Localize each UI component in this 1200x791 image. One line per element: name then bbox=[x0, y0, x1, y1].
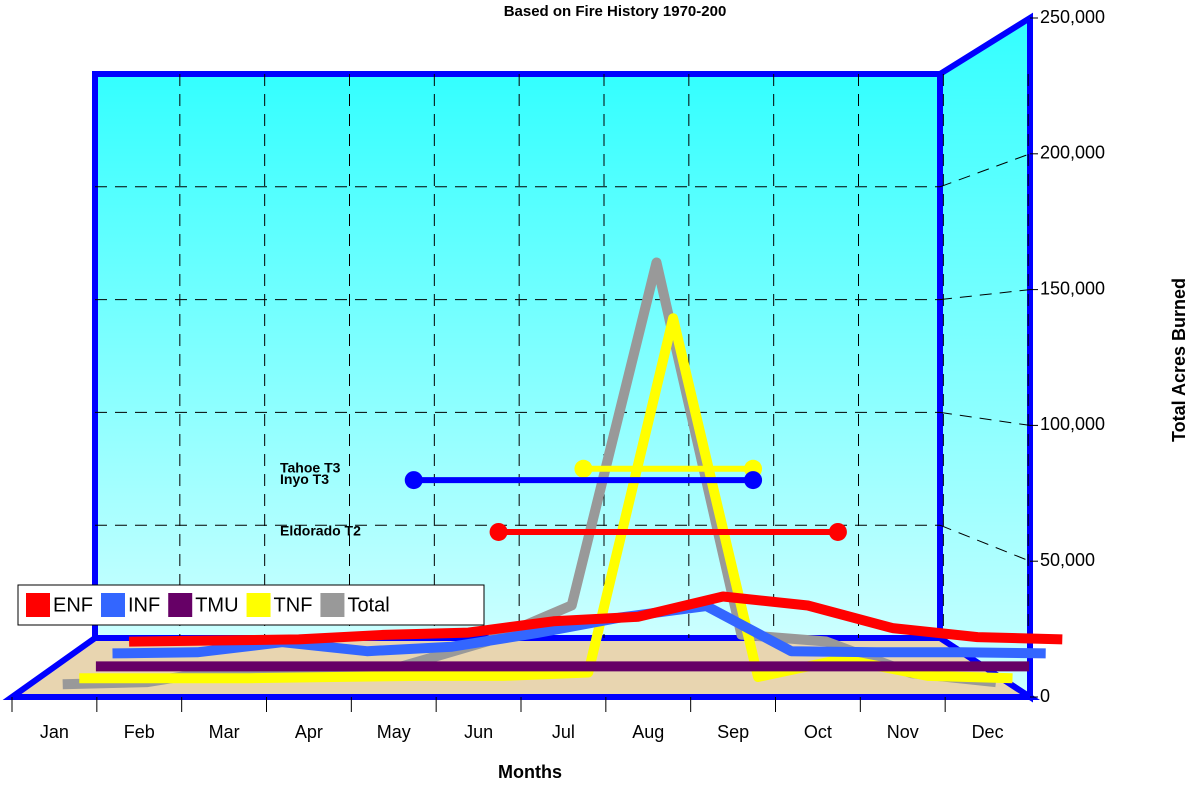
y-tick-label: 100,000 bbox=[1040, 414, 1105, 434]
annotation-end bbox=[404, 471, 423, 490]
y-tick-label: 150,000 bbox=[1040, 278, 1105, 298]
legend-swatch bbox=[101, 593, 125, 617]
side-wall bbox=[937, 12, 1033, 703]
y-axis-label: Total Acres Burned bbox=[1169, 278, 1189, 442]
annotation-end bbox=[828, 522, 847, 541]
x-tick-label: Jun bbox=[464, 722, 493, 742]
x-tick-label: Mar bbox=[209, 722, 240, 742]
legend-swatch bbox=[26, 593, 50, 617]
chart-title: Based on Fire History 1970-200 bbox=[504, 3, 727, 20]
grid-line bbox=[939, 524, 1031, 562]
annotation-end bbox=[744, 471, 763, 490]
x-axis-label: Months bbox=[498, 762, 562, 782]
annotation-label: Tahoe T3 bbox=[280, 460, 341, 476]
back-wall bbox=[92, 71, 943, 641]
annotation-label: Eldorado T2 bbox=[280, 523, 361, 539]
grid-line bbox=[939, 411, 1031, 426]
legend-swatch bbox=[246, 593, 271, 617]
x-tick-label: Feb bbox=[124, 722, 155, 742]
x-tick-label: Nov bbox=[887, 722, 919, 742]
legend-label: Total bbox=[347, 594, 389, 616]
x-tick-label: May bbox=[377, 722, 411, 742]
annotation-end bbox=[489, 522, 508, 541]
legend-label: TMU bbox=[195, 594, 238, 616]
annotation-label: Inyo T3 bbox=[280, 471, 329, 487]
x-tick-label: Apr bbox=[295, 722, 323, 742]
x-tick-label: Jan bbox=[40, 722, 69, 742]
legend-label: TNF bbox=[274, 594, 313, 616]
x-tick-label: Dec bbox=[972, 722, 1004, 742]
x-tick-label: Aug bbox=[632, 722, 664, 742]
y-tick-label: 50,000 bbox=[1040, 550, 1095, 570]
grid-line bbox=[939, 153, 1031, 188]
legend-label: ENF bbox=[53, 594, 93, 616]
y-tick-label: 200,000 bbox=[1040, 143, 1105, 163]
grid-line bbox=[939, 289, 1031, 301]
x-tick-label: Sep bbox=[717, 722, 749, 742]
x-tick-label: Jul bbox=[552, 722, 575, 742]
annotation-end bbox=[574, 459, 593, 478]
series-line bbox=[129, 591, 1063, 647]
y-tick-label: 250,000 bbox=[1040, 7, 1105, 27]
legend-swatch bbox=[320, 593, 345, 617]
legend-label: INF bbox=[128, 594, 160, 616]
y-tick-label: 0 bbox=[1040, 686, 1050, 706]
legend-swatch bbox=[168, 593, 193, 617]
x-tick-label: Oct bbox=[804, 722, 832, 742]
